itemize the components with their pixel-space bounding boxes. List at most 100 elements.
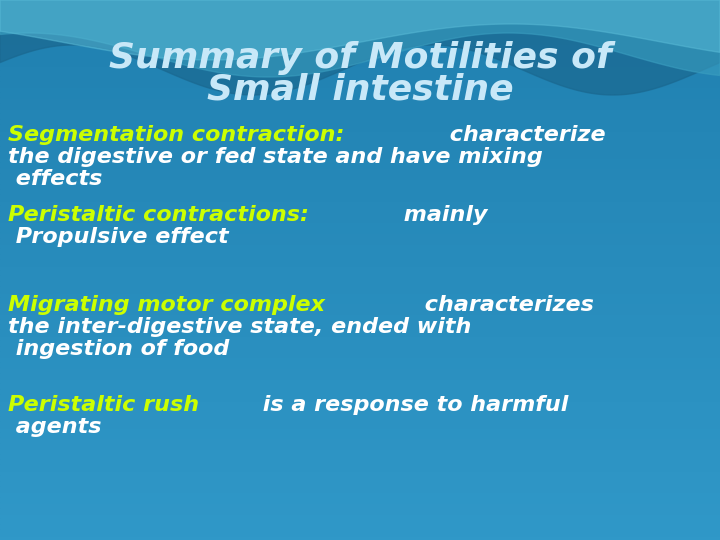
Bar <box>0 184 720 189</box>
Bar <box>0 491 720 497</box>
Bar <box>0 362 720 367</box>
Bar <box>0 103 720 108</box>
Text: Peristaltic rush: Peristaltic rush <box>8 395 199 415</box>
Bar <box>0 292 720 297</box>
Text: the digestive or fed state and have mixing: the digestive or fed state and have mixi… <box>8 147 543 167</box>
Bar <box>0 297 720 302</box>
Bar <box>0 0 720 5</box>
Bar <box>0 443 720 448</box>
Bar <box>0 475 720 481</box>
Bar <box>0 513 720 518</box>
Bar <box>0 130 720 135</box>
Bar <box>0 32 720 38</box>
Bar <box>0 324 720 329</box>
Bar <box>0 173 720 178</box>
Text: characterize: characterize <box>442 125 606 145</box>
Bar <box>0 405 720 410</box>
Bar <box>0 157 720 162</box>
Bar <box>0 22 720 27</box>
Bar <box>0 481 720 486</box>
Text: the inter-digestive state, ended with: the inter-digestive state, ended with <box>8 317 472 337</box>
Bar <box>0 124 720 130</box>
Bar <box>0 11 720 16</box>
Text: Summary of Motilities of: Summary of Motilities of <box>109 41 611 75</box>
Bar <box>0 221 720 227</box>
Bar <box>0 178 720 184</box>
Bar <box>0 329 720 335</box>
Bar <box>0 286 720 292</box>
Bar <box>0 194 720 200</box>
Bar <box>0 200 720 205</box>
Bar <box>0 211 720 216</box>
Bar <box>0 367 720 373</box>
Text: agents: agents <box>8 417 102 437</box>
Bar <box>0 400 720 405</box>
Bar <box>0 65 720 70</box>
Text: characterizes: characterizes <box>417 295 594 315</box>
Bar <box>0 27 720 32</box>
Bar <box>0 470 720 475</box>
Text: ingestion of food: ingestion of food <box>8 339 229 359</box>
Bar <box>0 259 720 265</box>
Bar <box>0 243 720 248</box>
Bar <box>0 81 720 86</box>
Bar <box>0 151 720 157</box>
Bar <box>0 340 720 346</box>
Bar <box>0 459 720 464</box>
Text: mainly: mainly <box>396 205 487 225</box>
Bar <box>0 432 720 437</box>
Bar <box>0 248 720 254</box>
Bar <box>0 416 720 421</box>
Bar <box>0 373 720 378</box>
Bar <box>0 529 720 535</box>
Bar <box>0 389 720 394</box>
Bar <box>0 308 720 313</box>
Bar <box>0 383 720 389</box>
Bar <box>0 486 720 491</box>
Bar <box>0 319 720 324</box>
Bar <box>0 254 720 259</box>
Bar <box>0 76 720 81</box>
Bar <box>0 108 720 113</box>
Bar <box>0 167 720 173</box>
Text: Propulsive effect: Propulsive effect <box>8 227 229 247</box>
Bar <box>0 86 720 92</box>
Text: Small intestine: Small intestine <box>207 73 513 107</box>
Bar <box>0 38 720 43</box>
Bar <box>0 189 720 194</box>
Bar <box>0 92 720 97</box>
Bar <box>0 205 720 211</box>
Bar <box>0 394 720 400</box>
Bar <box>0 275 720 281</box>
Bar <box>0 59 720 65</box>
Bar <box>0 502 720 508</box>
Bar <box>0 216 720 221</box>
Bar <box>0 113 720 119</box>
Bar <box>0 5 720 11</box>
Bar <box>0 281 720 286</box>
Bar <box>0 43 720 49</box>
Bar <box>0 119 720 124</box>
Bar <box>0 454 720 459</box>
Bar <box>0 524 720 529</box>
Bar <box>0 448 720 454</box>
Text: effects: effects <box>8 169 102 189</box>
Bar <box>0 54 720 59</box>
Bar <box>0 508 720 513</box>
Bar <box>0 437 720 443</box>
Bar <box>0 70 720 76</box>
Bar <box>0 49 720 54</box>
Bar <box>0 378 720 383</box>
Bar <box>0 227 720 232</box>
Text: Migrating motor complex: Migrating motor complex <box>8 295 325 315</box>
Text: Segmentation contraction:: Segmentation contraction: <box>8 125 344 145</box>
Bar <box>0 335 720 340</box>
Text: is a response to harmful: is a response to harmful <box>255 395 568 415</box>
Bar <box>0 313 720 319</box>
Bar <box>0 410 720 416</box>
Bar <box>0 16 720 22</box>
Bar <box>0 351 720 356</box>
Bar <box>0 346 720 351</box>
Bar <box>0 135 720 140</box>
Bar <box>0 302 720 308</box>
